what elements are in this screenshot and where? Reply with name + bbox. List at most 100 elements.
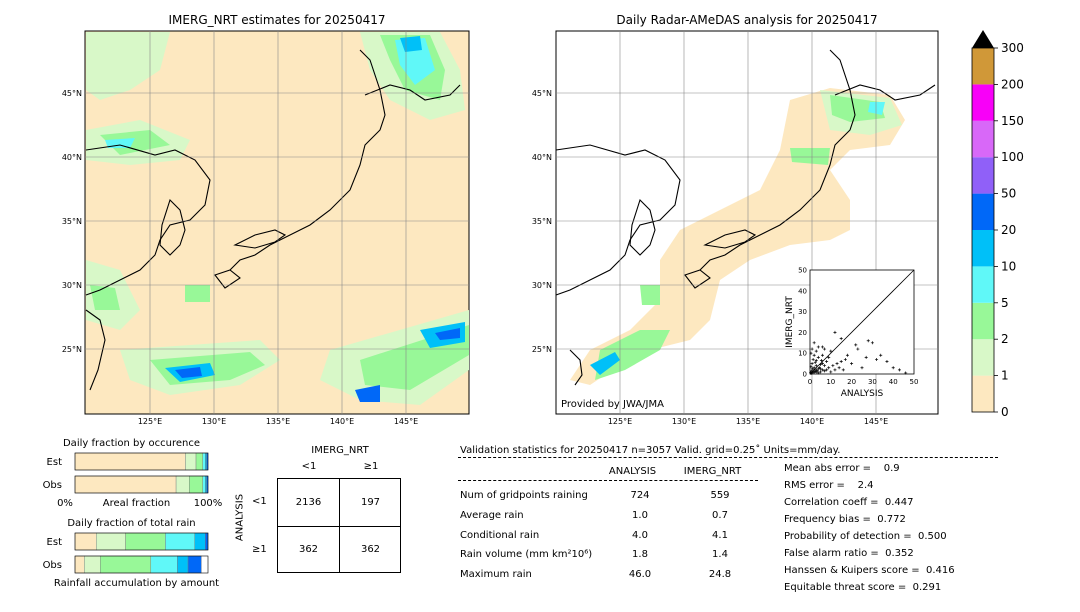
colorbar-segment (972, 266, 994, 303)
scatter-point (814, 370, 818, 374)
scatter-point (860, 366, 864, 370)
left-grid (85, 31, 469, 414)
contingency-table: 2136 197 362 362 (277, 478, 401, 573)
contingency-cell: 2136 (295, 497, 322, 508)
contingency-col-label: <1 (301, 461, 317, 472)
scatter-point (819, 358, 823, 362)
total-rain-chart-bar-segment (150, 555, 178, 574)
validation-row-label: Average rain (460, 510, 524, 521)
lon-label: 130°E (672, 417, 696, 425)
scatter-point (816, 345, 820, 349)
scatter-point (816, 371, 820, 375)
validation-row-a: 724 (630, 490, 650, 501)
validation-row-a: 1.8 (632, 549, 648, 560)
total-rain-chart-bar-segment (84, 555, 101, 574)
scatter-y-tick: 20 (798, 329, 807, 337)
total-rain-chart-bar-segment (125, 532, 166, 551)
occurrence-chart-bar-frame (74, 452, 209, 471)
left-map: 45°N 40°N 35°N 30°N 25°N 125°E 130°E 135… (62, 30, 470, 425)
scatter-point (864, 355, 868, 359)
scatter-point (850, 362, 854, 366)
occurrence-chart-bar-segment (175, 475, 190, 494)
lon-label: 135°E (736, 417, 760, 425)
scatter-x-tick: 0 (808, 378, 812, 386)
left-lat-labels: 45°N 40°N 35°N 30°N 25°N (62, 89, 82, 354)
contingency-col-header: IMERG_NRT (311, 445, 369, 456)
scatter-point (839, 360, 843, 364)
scatter-point (866, 339, 870, 343)
scatter-point (856, 347, 860, 351)
validation-header: Validation statistics for 20250417 n=305… (460, 445, 841, 456)
scatter-point (833, 330, 837, 334)
scatter-point (810, 370, 814, 374)
colorbar-segment (972, 230, 994, 267)
scatter-point (823, 369, 827, 373)
scatter-diagonal (809, 269, 915, 375)
validation-row-b: 24.8 (708, 569, 732, 580)
score-line: False alarm ratio = 0.352 (784, 548, 914, 559)
scatter-point (837, 366, 841, 370)
validation-col-analysis: ANALYSIS (608, 466, 657, 477)
scatter-point (820, 345, 824, 349)
score-line: Equitable threat score = 0.291 (784, 582, 942, 593)
occurrence-chart-title: Daily fraction by occurence (63, 438, 200, 449)
contingency-row-label: <1 (252, 496, 267, 507)
scatter-point (845, 353, 849, 357)
scatter-y-tick: 50 (798, 267, 807, 275)
total-rain-chart-title: Daily fraction of total rain (67, 518, 195, 529)
scatter-x-tick: 20 (847, 378, 856, 386)
scatter-point (829, 349, 833, 353)
total-rain-chart-bar-segment (100, 555, 152, 574)
lon-label: 135°E (266, 417, 290, 425)
contingency-cell: 362 (298, 544, 319, 555)
lat-label: 40°N (532, 153, 552, 162)
validation-row-label: Conditional rain (460, 530, 540, 541)
scatter-y-tick: 40 (798, 287, 807, 295)
validation-row-b: 1.4 (712, 549, 728, 560)
scatter-y-tick: 30 (798, 308, 807, 316)
colorbar-label: 20 (1001, 223, 1016, 237)
occurrence-chart-bar-frame (74, 475, 209, 494)
scatter-point (825, 368, 829, 372)
colorbar-label: 1 (1001, 369, 1009, 383)
right-coastlines (555, 49, 936, 386)
scatter-point (809, 370, 813, 374)
lat-label: 35°N (532, 217, 552, 226)
scatter-point (827, 366, 831, 370)
scatter-point (818, 370, 822, 374)
scatter-point (870, 341, 874, 345)
total-rain-chart-bar-segment (165, 532, 195, 551)
scatter-point (812, 368, 816, 372)
left-map-title: IMERG_NRT estimates for 20250417 (168, 13, 386, 27)
lon-label: 140°E (800, 417, 824, 425)
occurrence-chart-bar-segment (74, 452, 186, 471)
total-rain-chart-bar-segment (74, 555, 85, 574)
scatter-x-tick: 40 (889, 378, 898, 386)
scatter-point (818, 363, 822, 367)
scatter-point (841, 368, 845, 372)
total-rain-chart-bar-frame (74, 532, 209, 551)
scatter-point (843, 357, 847, 361)
contingency-cell: 362 (360, 544, 381, 555)
scatter-point (823, 347, 827, 351)
scatter-point (833, 368, 837, 372)
scatter-point (839, 337, 843, 341)
lat-label: 40°N (62, 153, 82, 162)
score-line: Mean abs error = 0.9 (784, 463, 900, 474)
colorbar-label: 100 (1001, 150, 1024, 164)
total-rain-chart-bar-segment (74, 532, 97, 551)
colorbar-segment (972, 302, 994, 340)
score-line: Correlation coeff = 0.447 (784, 497, 914, 508)
scatter-point (816, 355, 820, 359)
contingency-cell: 197 (360, 497, 381, 508)
lon-label: 130°E (202, 417, 226, 425)
scatter-point (831, 364, 835, 368)
scatter-point (810, 347, 814, 351)
occurrence-chart-tick-left: 0% (57, 498, 73, 509)
scatter-point (854, 343, 858, 347)
score-line: Hanssen & Kuipers score = 0.416 (784, 565, 955, 576)
scatter-point (823, 364, 827, 368)
validation-row-a: 1.0 (632, 510, 648, 521)
scatter-point (904, 371, 908, 375)
